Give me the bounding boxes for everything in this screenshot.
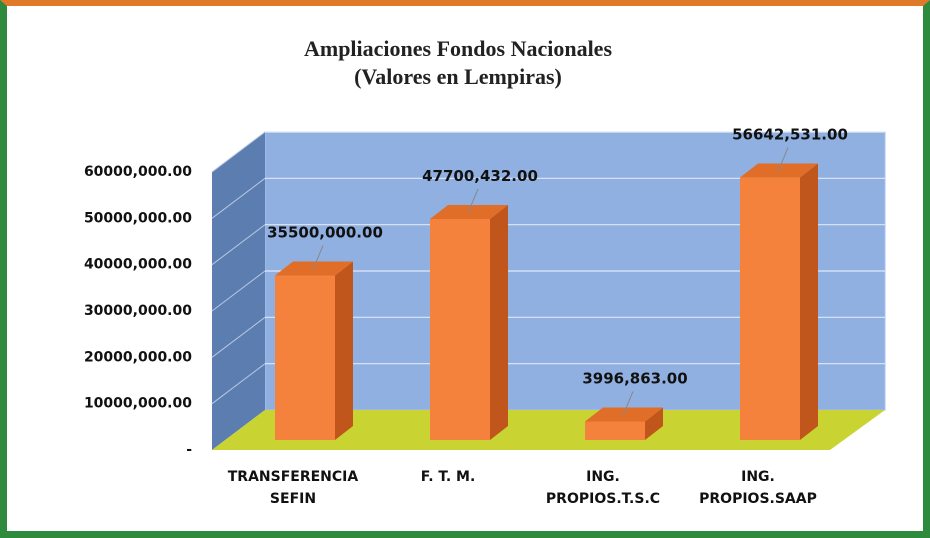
grid-line (211, 224, 266, 266)
leader-line (777, 147, 789, 172)
grid-line (211, 131, 266, 173)
floor (212, 410, 885, 450)
y-tick-label: 10000,000.00 (84, 396, 192, 412)
x-tick-label: ING. PROPIOS.SAAP (699, 469, 817, 507)
bar-side (490, 204, 508, 440)
leader-line (312, 245, 324, 270)
value-label: 56642,531.00 (732, 126, 848, 144)
y-tick-label: 20000,000.00 (84, 349, 192, 365)
grid-line (211, 177, 266, 219)
bar (740, 177, 800, 440)
grid-line (211, 316, 266, 358)
grid-line (211, 270, 266, 312)
y-tick-label: 30000,000.00 (84, 303, 192, 319)
grid-line (211, 363, 266, 405)
y-tick-label: - (186, 442, 192, 458)
bar-top (275, 261, 353, 276)
value-label: 35500,000.00 (267, 224, 383, 242)
bar-top (585, 407, 663, 422)
bar-side (645, 407, 663, 440)
bar (585, 421, 645, 440)
y-tick-label: 40000,000.00 (84, 257, 192, 273)
bar-side (335, 261, 353, 440)
x-tick-label: TRANSFERENCIA SEFIN (227, 469, 359, 507)
bar (275, 275, 335, 440)
chart-title: Ampliaciones Fondos Nacionales (304, 36, 612, 61)
value-label: 47700,432.00 (422, 167, 538, 185)
chart-subtitle: (Valores en Lempiras) (354, 64, 562, 89)
bar (430, 218, 490, 440)
y-tick-label: 60000,000.00 (84, 164, 192, 180)
bar-top (430, 204, 508, 219)
x-tick-label: F. T. M. (420, 469, 476, 485)
leader-line (467, 188, 479, 214)
bar-top (740, 163, 818, 178)
bar-side (800, 163, 818, 440)
leader-line (622, 391, 634, 416)
value-label: 3996,863.00 (582, 369, 687, 387)
y-tick-label: 50000,000.00 (84, 210, 192, 226)
x-tick-label: ING. PROPIOS.T.S.C (545, 469, 661, 507)
